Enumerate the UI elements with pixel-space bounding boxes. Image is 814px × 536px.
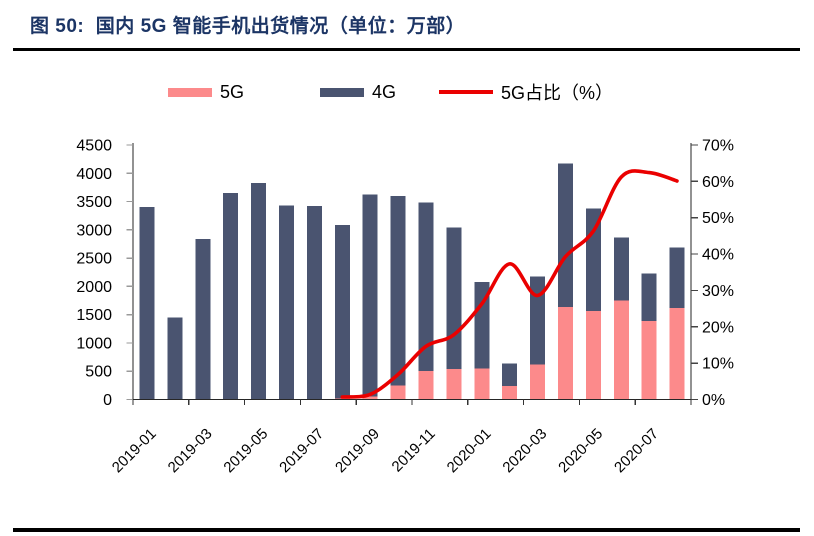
right-axis-label-0%: 0% (702, 392, 725, 409)
bar-5g-2020-04 (557, 306, 573, 400)
bar-5g-2020-06 (613, 300, 629, 400)
bar-4g-2020-01 (474, 281, 490, 369)
x-axis-label-2019-09: 2019-09 (332, 425, 383, 476)
left-axis-label-0: 0 (103, 392, 112, 409)
left-axis-label-4000: 4000 (76, 166, 112, 183)
bar-5g-2020-02 (502, 386, 518, 400)
x-axis-label-2020-03: 2020-03 (499, 425, 550, 476)
bar-5g-2020-05 (585, 311, 601, 400)
right-axis-label-20%: 20% (702, 319, 734, 336)
5g-color-swatch (168, 87, 212, 97)
title-divider (13, 48, 800, 51)
right-axis-label-30%: 30% (702, 283, 734, 300)
legend-label-5g: 5G (220, 81, 245, 102)
bar-5g-2020-07 (641, 320, 657, 400)
legend-label-4g: 4G (372, 81, 397, 102)
bar-4g-2020-08 (669, 247, 685, 309)
left-axis-label-3500: 3500 (76, 194, 112, 211)
legend-item-4g: 4G (320, 81, 396, 103)
x-axis-label-2019-03: 2019-03 (165, 425, 216, 476)
bar-5g-2019-08 (334, 398, 350, 400)
bar-4g-2019-09 (362, 194, 378, 397)
5g-share-line (340, 169, 679, 399)
bar-5g-2020-01 (474, 368, 490, 400)
bar-4g-2020-06 (613, 237, 629, 301)
bar-5g-2020-03 (530, 364, 546, 400)
x-axis-label-2019-11: 2019-11 (389, 425, 439, 475)
bar-4g-2020-03 (530, 276, 546, 365)
bar-5g-2020-08 (669, 308, 685, 400)
right-axis-label-70%: 70% (702, 138, 734, 155)
x-axis-label-2020-05: 2020-05 (555, 425, 606, 476)
x-axis-label-2020-07: 2020-07 (611, 425, 662, 476)
left-axis-label-500: 500 (85, 364, 112, 381)
bar-4g-2020-02 (502, 363, 518, 387)
x-axis-label-2019-01: 2019-01 (109, 425, 160, 476)
figure-title: 图 50: 国内 5G 智能手机出货情况（单位：万部） (30, 16, 466, 37)
bar-4g-2019-04 (223, 192, 239, 400)
bar-4g-2019-10 (390, 196, 406, 386)
left-axis-label-4500: 4500 (76, 138, 112, 155)
legend-item-5g: 5G (168, 81, 244, 103)
x-axis-label-2019-07: 2019-07 (276, 425, 327, 476)
left-axis-label-1500: 1500 (76, 307, 112, 324)
bar-5g-2019-11 (418, 370, 434, 400)
left-axis-label-1000: 1000 (76, 335, 112, 352)
bar-4g-2019-01 (139, 206, 155, 400)
legend-item-5g-share: 5G占比（%） (439, 81, 613, 103)
chart-legend: 5G 4G 5G占比（%） (0, 81, 814, 103)
right-axis-label-10%: 10% (702, 356, 734, 373)
right-axis-label-60%: 60% (702, 174, 734, 191)
right-axis-label-50%: 50% (702, 210, 734, 227)
bar-4g-2019-07 (306, 206, 322, 400)
bar-4g-2019-05 (251, 182, 267, 400)
left-axis-label-2500: 2500 (76, 251, 112, 268)
x-axis-label-2020-01: 2020-01 (444, 425, 495, 476)
5g-share-line-swatch (439, 90, 493, 94)
bar-4g-2020-07 (641, 273, 657, 321)
bar-5g-2019-10 (390, 385, 406, 400)
bar-4g-2019-12 (446, 227, 462, 369)
bar-4g-2019-02 (167, 317, 183, 400)
bar-4g-2019-03 (195, 239, 211, 400)
bar-4g-2019-06 (278, 205, 294, 400)
bar-5g-2019-12 (446, 368, 462, 400)
bottom-divider (13, 528, 800, 532)
bar-4g-2020-04 (557, 163, 573, 307)
bar-4g-2019-11 (418, 202, 434, 371)
left-axis-label-2000: 2000 (76, 279, 112, 296)
bar-4g-2019-08 (334, 224, 350, 399)
legend-label-5g-share: 5G占比（%） (501, 83, 614, 103)
x-axis-label-2019-05: 2019-05 (220, 425, 271, 476)
left-axis-label-3000: 3000 (76, 222, 112, 239)
bar-5g-2019-09 (362, 396, 378, 400)
right-axis-label-40%: 40% (702, 247, 734, 264)
4g-color-swatch (320, 87, 364, 97)
